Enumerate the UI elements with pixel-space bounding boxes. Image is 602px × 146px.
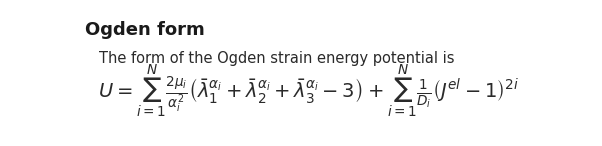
Text: The form of the Ogden strain energy potential is: The form of the Ogden strain energy pote… xyxy=(99,51,454,66)
Text: $U = \sum_{i=1}^{N} \frac{2\mu_i}{\alpha_i^2}\left( \bar{\lambda}_1^{\alpha_i} +: $U = \sum_{i=1}^{N} \frac{2\mu_i}{\alpha… xyxy=(98,62,519,119)
Text: Ogden form: Ogden form xyxy=(84,21,204,39)
